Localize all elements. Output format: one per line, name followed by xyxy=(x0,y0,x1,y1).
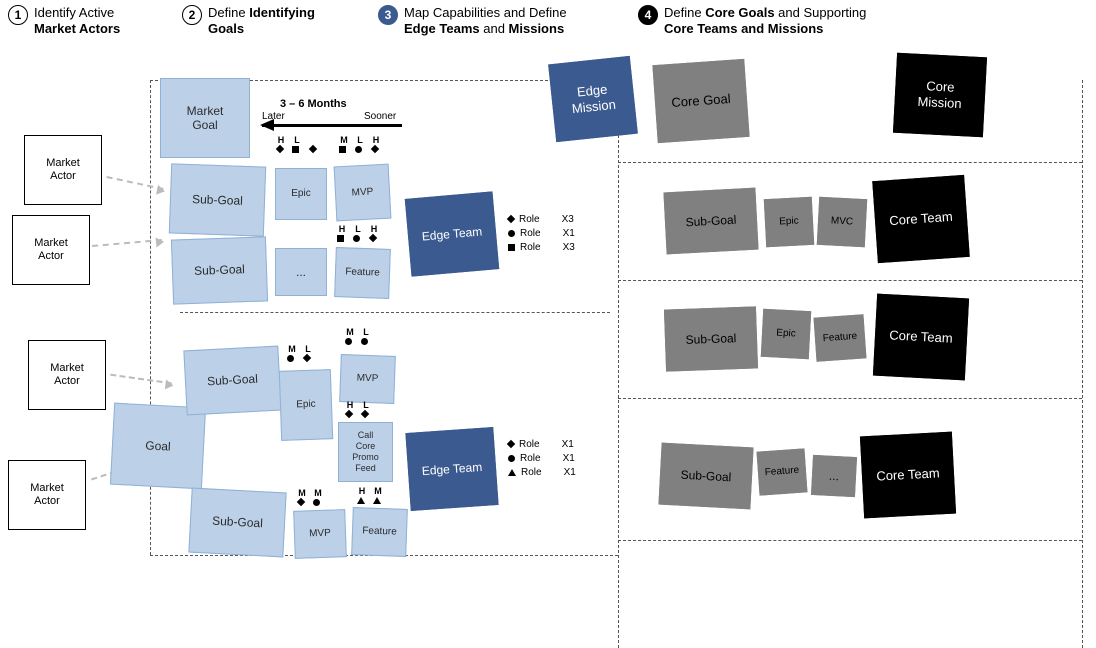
priority-cluster-8: HM xyxy=(356,486,384,504)
box-subgoal-r3: Sub-Goal xyxy=(658,443,753,510)
step-header-1: 1 Identify ActiveMarket Actors xyxy=(8,5,120,38)
box-market-actor-3: MarketActor xyxy=(28,340,106,410)
box-core-team-2: Core Team xyxy=(873,294,969,381)
dashed-line-8 xyxy=(618,398,1082,399)
box-epic-r1: Epic xyxy=(764,197,814,247)
step-label-4: Define Core Goals and SupportingCore Tea… xyxy=(664,5,866,38)
priority-cluster-3: HLH xyxy=(336,224,380,242)
box-mvp-2: MVP xyxy=(339,354,396,404)
box-core-mission: CoreMission xyxy=(893,53,987,138)
step-header-3: 3 Map Capabilities and DefineEdge Teams a… xyxy=(378,5,567,38)
dashed-line-4 xyxy=(180,312,610,313)
priority-cluster-0: HL xyxy=(275,135,303,153)
roles-lower: RoleX1RoleX1RoleX1 xyxy=(508,438,576,480)
priority-cluster-7: MM xyxy=(296,488,324,506)
priority-cluster-1 xyxy=(308,135,320,152)
box-subgoal-3: Sub-Goal xyxy=(183,346,281,416)
priority-cluster-5: ML xyxy=(344,327,372,345)
dashed-line-9 xyxy=(618,540,1082,541)
box-feature-1: Feature xyxy=(334,247,391,299)
step-number-1: 1 xyxy=(8,5,28,25)
box-goal-2: Goal xyxy=(110,403,206,490)
step-number-3: 3 xyxy=(378,5,398,25)
box-core-goal: Core Goal xyxy=(652,59,749,143)
box-mvp-1: MVP xyxy=(334,164,392,222)
step-label-1: Identify ActiveMarket Actors xyxy=(34,5,120,38)
box-epic-2: Epic xyxy=(279,369,333,441)
box-edge-mission: EdgeMission xyxy=(548,56,638,142)
dashed-line-7 xyxy=(618,280,1082,281)
box-edge-team-1: Edge Team xyxy=(405,191,499,276)
box-market-goal: MarketGoal xyxy=(160,78,250,158)
dashed-line-3 xyxy=(618,80,619,648)
step-header-4: 4 Define Core Goals and SupportingCore Te… xyxy=(638,5,866,38)
box-market-actor-2: MarketActor xyxy=(12,215,90,285)
timeline-arrow xyxy=(262,124,402,127)
step-number-4: 4 xyxy=(638,5,658,25)
actor-arrow-1 xyxy=(92,239,162,247)
box-feature-2: Feature xyxy=(351,507,408,557)
timeline-later: Later xyxy=(262,111,285,122)
box-market-actor-1: MarketActor xyxy=(24,135,102,205)
priority-cluster-6: HL xyxy=(344,400,372,417)
box-edge-team-2: Edge Team xyxy=(405,427,498,511)
priority-cluster-4: ML xyxy=(286,344,314,362)
actor-arrow-2 xyxy=(110,374,172,385)
step-number-2: 2 xyxy=(182,5,202,25)
box-dots-r3: ... xyxy=(811,455,857,497)
box-market-actor-4: MarketActor xyxy=(8,460,86,530)
dashed-line-6 xyxy=(1082,80,1083,648)
box-subgoal-4: Sub-Goal xyxy=(188,488,286,558)
box-epic-1: Epic xyxy=(275,168,327,220)
box-mvp-3: MVP xyxy=(293,509,347,559)
box-feature-r3: Feature xyxy=(757,448,808,495)
actor-arrow-0 xyxy=(106,176,163,190)
box-subgoal-1: Sub-Goal xyxy=(169,163,266,236)
box-core-team-3: Core Team xyxy=(860,432,956,519)
box-epic-r2: Epic xyxy=(761,309,811,359)
step-label-3: Map Capabilities and DefineEdge Teams an… xyxy=(404,5,567,38)
box-subgoal-r2: Sub-Goal xyxy=(664,306,758,371)
step-label-2: Define IdentifyingGoals xyxy=(208,5,315,38)
box-subgoal-2: Sub-Goal xyxy=(171,236,268,304)
timeline-sooner: Sooner xyxy=(364,111,396,122)
box-call-core: CallCorePromoFeed xyxy=(338,422,393,482)
priority-cluster-2: MLH xyxy=(338,135,382,153)
roles-upper: RoleX3RoleX1RoleX3 xyxy=(508,213,575,255)
box-subgoal-r1: Sub-Goal xyxy=(663,188,758,255)
timeline-duration: 3 – 6 Months xyxy=(280,98,347,110)
box-feature-r2: Feature xyxy=(814,314,867,361)
box-core-team-1: Core Team xyxy=(872,175,969,263)
dashed-line-5 xyxy=(618,162,1082,163)
box-mvc-r1: MVC xyxy=(817,197,867,247)
box-epic-dots: ... xyxy=(275,248,327,296)
step-header-2: 2 Define IdentifyingGoals xyxy=(182,5,315,38)
